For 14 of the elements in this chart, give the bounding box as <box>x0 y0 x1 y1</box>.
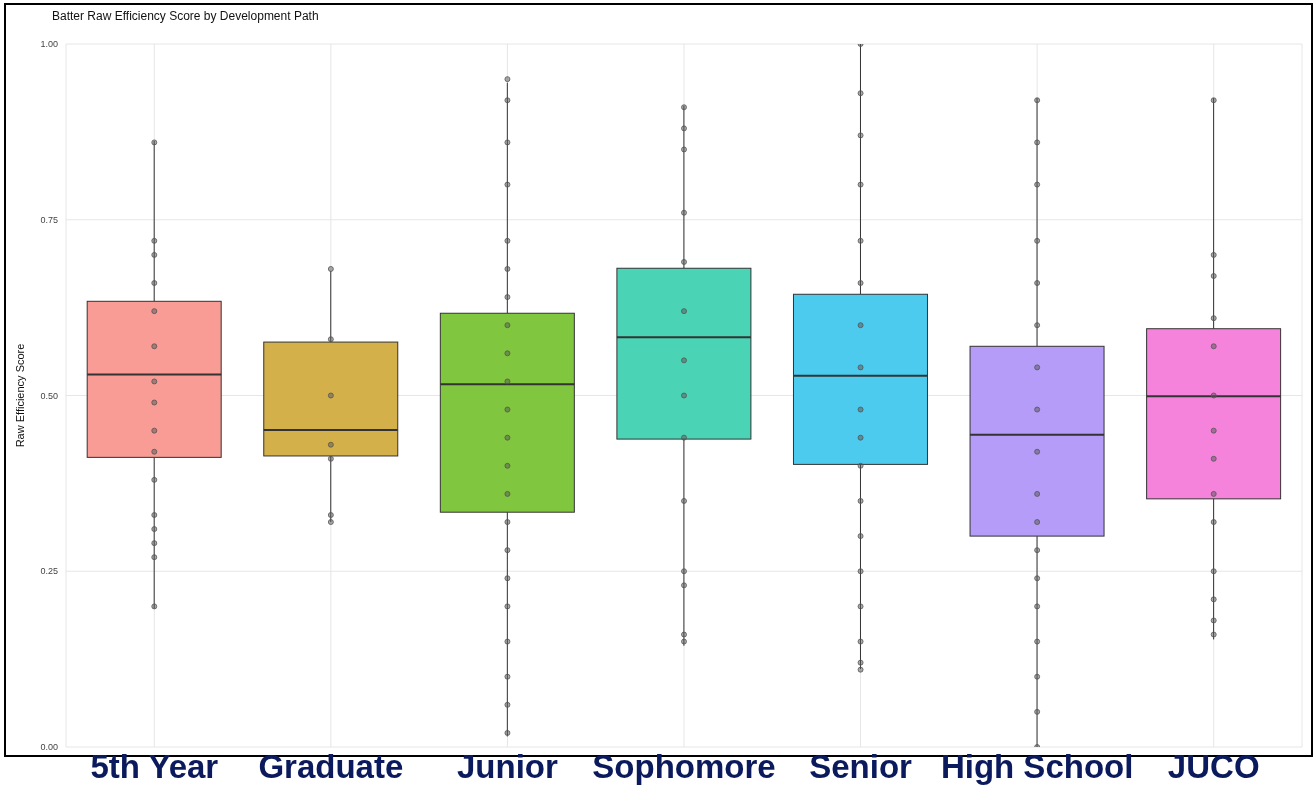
y-tick-label: 0.75 <box>40 214 58 225</box>
x-tick-label: High School <box>940 748 1134 786</box>
x-tick-label: Sophomore <box>592 748 776 786</box>
y-tick-label: 0.25 <box>40 566 58 577</box>
y-axis-title: Raw Efficiency Score <box>13 343 26 448</box>
x-tick-label: 5th Year <box>90 748 219 786</box>
y-tick-label: 0.50 <box>40 390 58 401</box>
x-tick-label: JUCO <box>1167 748 1260 786</box>
x-tick-label: Graduate <box>258 748 404 786</box>
chart-title: Batter Raw Efficiency Score by Development Path <box>52 9 319 23</box>
x-tick-label: Senior <box>809 748 913 786</box>
y-tick-label: 0.00 <box>40 742 58 753</box>
x-tick-label: Junior <box>457 748 558 786</box>
y-tick-label: 1.00 <box>40 39 58 50</box>
